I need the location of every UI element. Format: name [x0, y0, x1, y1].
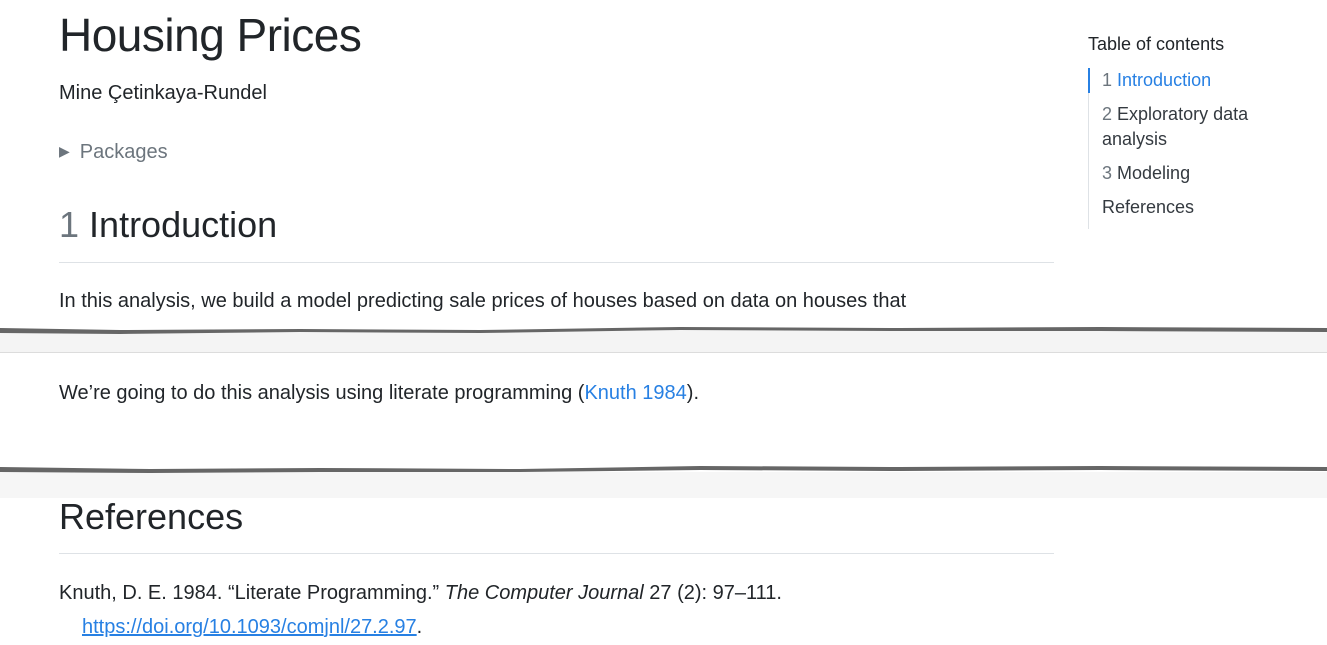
toc-label: References: [1102, 197, 1195, 217]
toc-label: Modeling: [1117, 163, 1191, 183]
toc-label: Exploratory data analysis: [1102, 104, 1249, 149]
toc-item-introduction[interactable]: 1 Introduction: [1088, 68, 1309, 93]
toc-heading: Table of contents: [1088, 34, 1225, 54]
divider: [59, 262, 1054, 263]
toc-item-exploratory-data-analysis[interactable]: 2 Exploratory data analysis: [1089, 102, 1309, 152]
toc-number: 1: [1102, 70, 1113, 90]
section-title: Introduction: [89, 204, 278, 245]
section-number: 1: [59, 204, 80, 245]
table-of-contents: 1 Introduction 2 Exploratory data analys…: [1088, 68, 1309, 229]
text: .: [416, 616, 423, 638]
packages-disclosure[interactable]: ▶ Packages: [59, 141, 168, 164]
reference-doi: https://doi.org/10.1093/comjnl/27.2.97.: [82, 616, 422, 639]
literate-programming-paragraph: We’re going to do this analysis using li…: [59, 382, 699, 405]
toc-label: Introduction: [1117, 70, 1212, 90]
intro-paragraph: In this analysis, we build a model predi…: [59, 290, 907, 312]
section-heading-references: References: [59, 496, 244, 537]
torn-separator: [0, 327, 1327, 353]
author: Mine Çetinkaya-Rundel: [59, 82, 267, 104]
journal-title: The Computer Journal: [444, 582, 644, 604]
toc-number: 3: [1102, 163, 1113, 183]
section-heading-introduction: 1 Introduction: [59, 204, 277, 246]
divider: [59, 553, 1054, 554]
packages-label: Packages: [79, 141, 168, 163]
citation-link[interactable]: Knuth 1984: [584, 382, 687, 404]
doi-link[interactable]: https://doi.org/10.1093/comjnl/27.2.97: [82, 616, 417, 638]
torn-separator: [0, 466, 1327, 498]
disclosure-triangle-icon: ▶: [59, 143, 70, 159]
reference-entry: Knuth, D. E. 1984. “Literate Programming…: [59, 582, 782, 605]
toc-number: 2: [1102, 104, 1113, 124]
text: ).: [686, 382, 699, 404]
toc-item-modeling[interactable]: 3 Modeling: [1089, 161, 1309, 186]
text: We’re going to do this analysis using li…: [59, 382, 585, 404]
text: 27 (2): 97–111.: [643, 582, 782, 604]
page-title: Housing Prices: [59, 9, 362, 61]
toc-item-references[interactable]: References: [1089, 195, 1309, 220]
text: Knuth, D. E. 1984. “Literate Programming…: [59, 582, 445, 604]
